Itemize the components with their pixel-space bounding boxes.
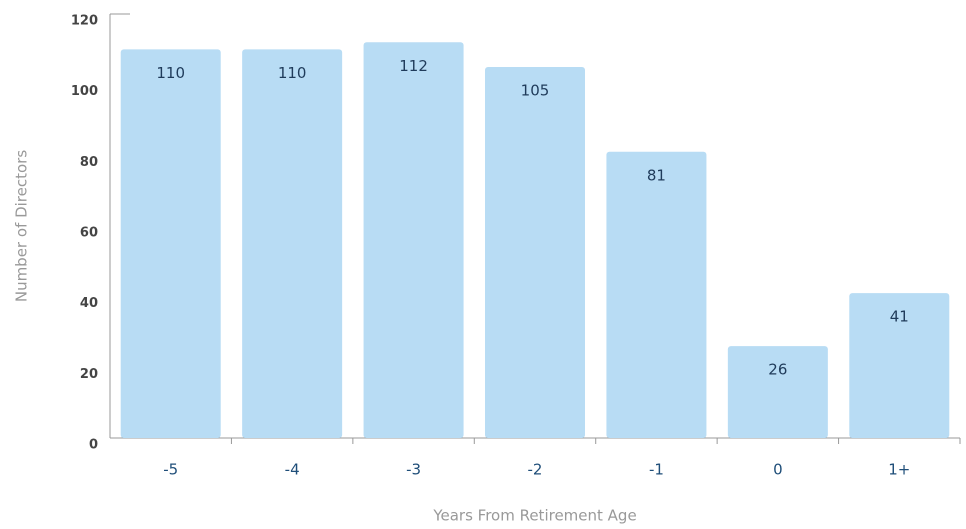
bar bbox=[727, 346, 828, 438]
y-axis-title: Number of Directors bbox=[13, 150, 31, 303]
bar bbox=[606, 151, 707, 439]
y-tick-label: 100 bbox=[71, 84, 98, 99]
bar bbox=[485, 67, 585, 438]
data-label: 41 bbox=[890, 308, 909, 326]
y-tick-label: 0 bbox=[89, 438, 98, 453]
x-tick-label: -5 bbox=[163, 461, 178, 479]
x-tick-label: -2 bbox=[528, 461, 543, 479]
y-tick-label: 120 bbox=[71, 14, 98, 29]
y-tick-label: 60 bbox=[80, 226, 98, 241]
bar bbox=[242, 49, 343, 438]
data-label: 105 bbox=[521, 82, 550, 100]
bar bbox=[849, 293, 950, 438]
bar bbox=[120, 49, 221, 438]
x-tick-label: -3 bbox=[406, 461, 421, 479]
x-tick-label: 1+ bbox=[888, 461, 910, 479]
x-tick-label: 0 bbox=[773, 461, 783, 479]
y-tick-label: 20 bbox=[80, 367, 98, 382]
y-tick-label: 40 bbox=[80, 296, 98, 311]
y-tick-label: 80 bbox=[80, 155, 98, 170]
x-tick-label: -4 bbox=[285, 461, 300, 479]
data-label: 112 bbox=[399, 57, 428, 75]
bar bbox=[363, 42, 464, 439]
x-axis-title: Years From Retirement Age bbox=[432, 507, 636, 525]
data-label: 110 bbox=[156, 64, 185, 82]
data-label: 26 bbox=[768, 361, 787, 379]
data-label: 81 bbox=[647, 166, 666, 184]
x-tick-label: -1 bbox=[649, 461, 664, 479]
data-label: 110 bbox=[278, 64, 307, 82]
